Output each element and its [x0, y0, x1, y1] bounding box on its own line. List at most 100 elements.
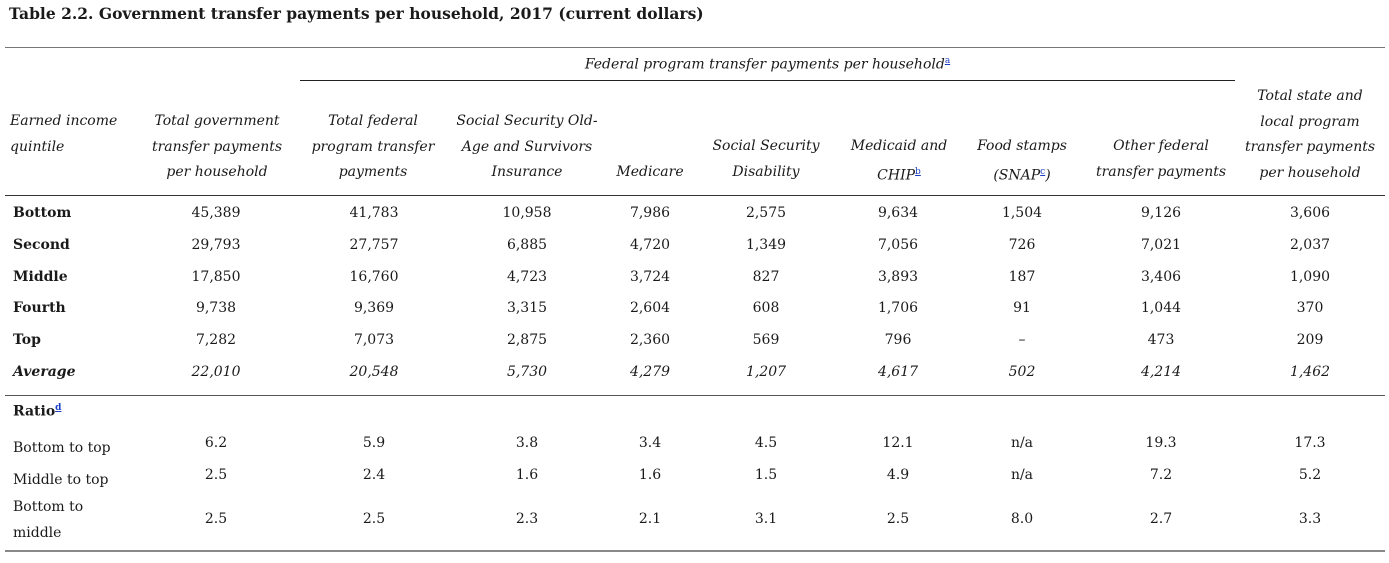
- table-cell: 6,885: [506, 237, 548, 253]
- table-cell: 6.2: [204, 435, 228, 451]
- row-label: Fourth: [13, 300, 66, 316]
- table-title: Table 2.2. Government transfer payments …: [9, 4, 704, 23]
- table-cell: 796: [884, 332, 912, 348]
- table-cell: 1.5: [754, 467, 778, 483]
- table-cell: 3.1: [754, 511, 778, 527]
- table-cell: 5.9: [362, 435, 386, 451]
- table-cell: 2.7: [1149, 511, 1173, 527]
- table-cell: 7,056: [877, 237, 919, 253]
- table-cell: 19.3: [1145, 435, 1177, 451]
- col-header-other-federal: Other federal transfer payments: [1095, 138, 1227, 180]
- table-cell: 7,073: [353, 332, 395, 348]
- bottom-rule: [5, 550, 1385, 552]
- table-cell: 726: [1008, 237, 1036, 253]
- table-cell: 473: [1147, 332, 1175, 348]
- table-cell: 2.5: [886, 511, 910, 527]
- mid-rule: [5, 395, 1385, 396]
- table-cell: 2,037: [1289, 237, 1331, 253]
- table-cell: 27,757: [349, 237, 399, 253]
- table-cell: 10,958: [502, 205, 552, 221]
- table-cell: 7,282: [195, 332, 237, 348]
- table-cell: 2,875: [506, 332, 548, 348]
- table-cell: 17.3: [1294, 435, 1326, 451]
- table-cell: 2.5: [204, 467, 228, 483]
- col-header-snap: Food stamps (SNAPc): [977, 138, 1067, 184]
- federal-group-header: Federal program transfer payments per ho…: [584, 56, 951, 73]
- table-cell: 2,575: [745, 205, 787, 221]
- table-cell: 17,850: [191, 269, 241, 285]
- table-cell: 2,360: [629, 332, 671, 348]
- table-cell: 1,044: [1140, 300, 1182, 316]
- table-cell: 3.8: [515, 435, 539, 451]
- table-cell: 8.0: [1010, 511, 1034, 527]
- table-cell: 187: [1008, 269, 1036, 285]
- table-cell: 3,406: [1140, 269, 1182, 285]
- row-label: Middle: [13, 269, 68, 285]
- table-cell: 7,021: [1140, 237, 1182, 253]
- row-label: Bottom to top: [13, 440, 111, 456]
- table-cell: 7,986: [629, 205, 671, 221]
- table-cell: 2,604: [629, 300, 671, 316]
- table-cell: 22,010: [191, 364, 241, 380]
- table-cell: 16,760: [349, 269, 399, 285]
- table-cell: 20,548: [349, 364, 399, 380]
- table-cell: n/a: [1010, 467, 1034, 483]
- table-cell: 9,369: [353, 300, 395, 316]
- table-cell: 4,720: [629, 237, 671, 253]
- table-cell: 502: [1008, 364, 1036, 380]
- row-label: Bottom to middle: [13, 499, 84, 541]
- table-cell: 370: [1296, 300, 1324, 316]
- col-header-quintile: Earned income quintile: [10, 113, 118, 155]
- table-cell: 3.3: [1298, 511, 1322, 527]
- col-header-total-govt: Total government transfer payments per h…: [151, 113, 283, 180]
- table-cell: 45,389: [191, 205, 241, 221]
- table-cell: 91: [1013, 300, 1031, 316]
- table-cell: 2.5: [362, 511, 386, 527]
- table-cell: 41,783: [349, 205, 399, 221]
- top-rule: [5, 47, 1385, 48]
- table-cell: 2.5: [204, 511, 228, 527]
- table-cell: 3,893: [877, 269, 919, 285]
- row-label: Middle to top: [13, 472, 109, 488]
- table-cell: 1,090: [1289, 269, 1331, 285]
- row-label: Bottom: [13, 205, 72, 221]
- table-cell: 4.5: [754, 435, 778, 451]
- table-cell: 209: [1296, 332, 1324, 348]
- table-cell: –: [1018, 332, 1026, 348]
- table-cell: 3.4: [638, 435, 662, 451]
- table-cell: n/a: [1010, 435, 1034, 451]
- table-cell: 9,126: [1140, 205, 1182, 221]
- header-rule: [5, 195, 1385, 196]
- footnote-link-d[interactable]: d: [55, 403, 62, 413]
- ratio-header: Ratiod: [13, 403, 62, 420]
- table-cell: 827: [752, 269, 780, 285]
- col-header-state-local: Total state and local program transfer p…: [1244, 88, 1376, 181]
- table-cell: 4,617: [877, 364, 919, 380]
- footnote-link-a[interactable]: a: [944, 56, 951, 66]
- federal-group-rule: [300, 80, 1235, 81]
- table-cell: 5,730: [506, 364, 548, 380]
- table-cell: 3,315: [506, 300, 548, 316]
- row-label: Average: [13, 364, 76, 380]
- table-cell: 2.1: [638, 511, 662, 527]
- table-cell: 29,793: [191, 237, 241, 253]
- col-header-medicaid: Medicaid and CHIPb: [850, 138, 948, 184]
- col-header-ss-disability: Social Security Disability: [712, 138, 820, 180]
- table-cell: 4,723: [506, 269, 548, 285]
- table-cell: 4.9: [886, 467, 910, 483]
- table-cell: 569: [752, 332, 780, 348]
- col-header-medicare: Medicare: [616, 164, 684, 180]
- table-cell: 1.6: [515, 467, 539, 483]
- table-cell: 3,724: [629, 269, 671, 285]
- footnote-link-b[interactable]: b: [915, 166, 921, 177]
- table-cell: 1,349: [745, 237, 787, 253]
- table-cell: 5.2: [1298, 467, 1322, 483]
- table-cell: 7.2: [1149, 467, 1173, 483]
- col-header-ss-oasi: Social Security Old-Age and Survivors In…: [456, 113, 598, 180]
- table-cell: 9,738: [195, 300, 237, 316]
- table-cell: 608: [752, 300, 780, 316]
- table-cell: 9,634: [877, 205, 919, 221]
- table-cell: 1,706: [877, 300, 919, 316]
- table-cell: 4,279: [629, 364, 671, 380]
- footnote-link-c[interactable]: c: [1040, 166, 1046, 177]
